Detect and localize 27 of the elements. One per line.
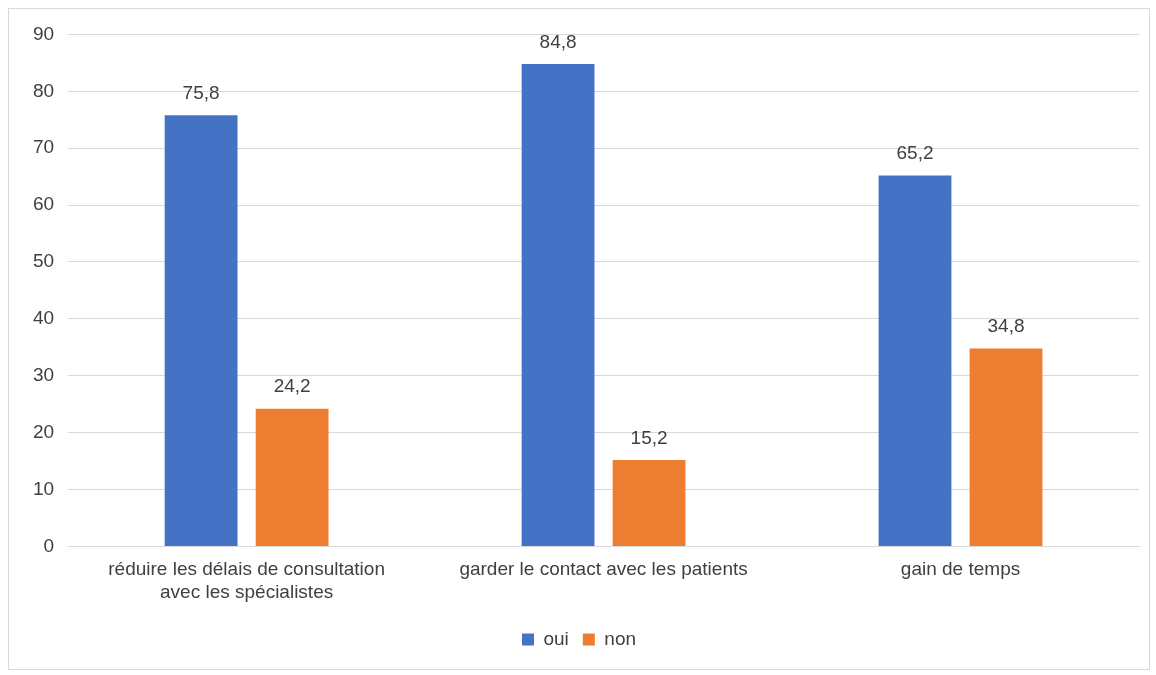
data-label: 15,2: [630, 426, 668, 448]
y-tick-label: 40: [32, 307, 55, 329]
y-tick-label: 20: [32, 420, 55, 442]
x-tick-label: garder le contact avec les patients: [459, 558, 748, 580]
bar: [612, 459, 686, 546]
x-tick-label: gain de temps: [900, 558, 1021, 580]
y-tick-label: 70: [32, 136, 55, 158]
bar: [969, 348, 1043, 546]
data-label: 75,8: [182, 81, 220, 103]
y-tick-label: 80: [32, 79, 55, 101]
y-tick-label: 60: [32, 193, 55, 215]
bar: [521, 63, 595, 546]
x-tick-label: réduire les délais de consultation avec les spécialistes: [108, 558, 385, 602]
data-label: 24,2: [273, 375, 311, 397]
legend-label: oui: [543, 627, 569, 649]
data-label: 65,2: [896, 142, 934, 164]
bar: [878, 175, 952, 546]
data-label: 34,8: [987, 315, 1025, 337]
bar: [255, 408, 329, 546]
y-tick-label: 30: [32, 363, 55, 385]
data-label: 84,8: [539, 30, 577, 52]
bar: [164, 115, 238, 546]
legend-label: non: [604, 627, 637, 649]
y-tick-label: 90: [32, 22, 55, 44]
y-tick-label: 0: [43, 534, 55, 556]
y-tick-label: 50: [32, 250, 55, 272]
y-tick-label: 10: [32, 477, 55, 499]
